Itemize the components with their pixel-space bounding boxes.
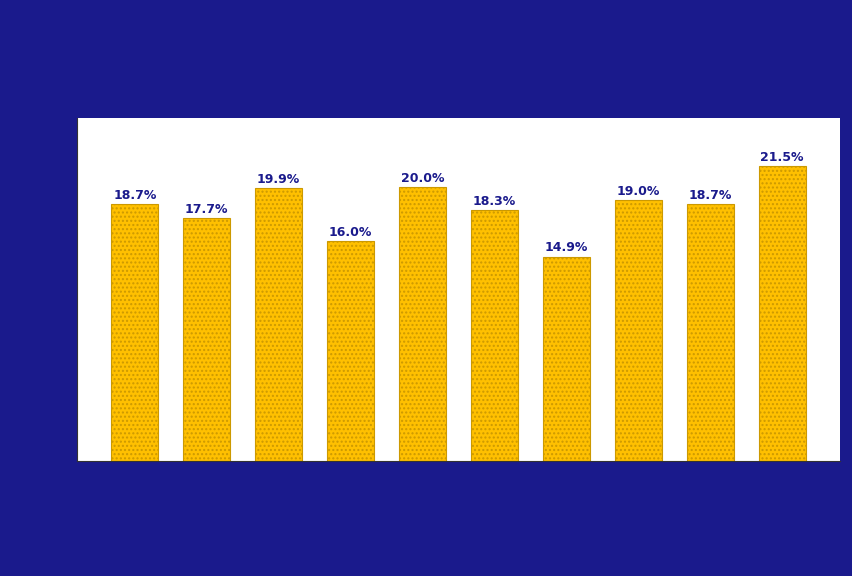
Text: 19.0%: 19.0% bbox=[616, 185, 659, 198]
Text: *Civilian excludes federal government employees.: *Civilian excludes federal government em… bbox=[13, 500, 276, 510]
Bar bbox=[183, 218, 230, 461]
Text: Source: Center for Financing, Access, and Cost Trends, AHRQ, Insurance Component: Source: Center for Financing, Access, an… bbox=[13, 523, 708, 533]
Text: 14.9%: 14.9% bbox=[544, 241, 587, 255]
Text: 18.7%: 18.7% bbox=[113, 190, 157, 202]
Text: 20.0%: 20.0% bbox=[400, 172, 444, 184]
Text: Figure 3.2. Percentage change in average premium
per enrolled civilian* employee: Figure 3.2. Percentage change in average… bbox=[216, 25, 738, 85]
Bar bbox=[255, 188, 302, 461]
Bar bbox=[758, 166, 804, 461]
Bar bbox=[112, 204, 158, 461]
Text: 19.9%: 19.9% bbox=[256, 173, 300, 186]
Text: 16.0%: 16.0% bbox=[329, 226, 371, 240]
Text: 18.7%: 18.7% bbox=[688, 190, 731, 202]
Bar bbox=[614, 200, 661, 461]
Bar bbox=[543, 256, 589, 461]
Bar bbox=[399, 187, 446, 461]
Y-axis label: Percentage: Percentage bbox=[30, 245, 43, 334]
Bar bbox=[470, 210, 517, 461]
Text: 21.5%: 21.5% bbox=[759, 151, 803, 164]
Bar bbox=[327, 241, 373, 461]
Text: 18.3%: 18.3% bbox=[472, 195, 515, 208]
Bar bbox=[686, 204, 733, 461]
Text: 17.7%: 17.7% bbox=[185, 203, 228, 216]
